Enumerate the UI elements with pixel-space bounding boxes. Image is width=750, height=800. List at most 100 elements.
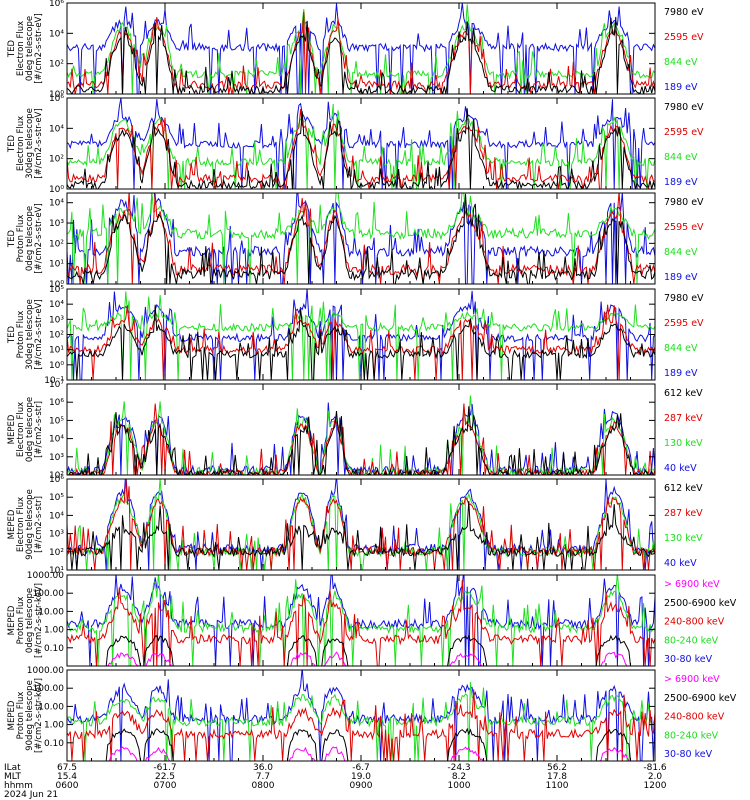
y-axis-label: [#/cm2-s-str-eV] bbox=[34, 299, 44, 369]
panel-2: 10⁰ 10² 10⁴ 10⁶ TED Electron Flux 30deg telesc… bbox=[7, 94, 704, 195]
series-group bbox=[67, 98, 655, 189]
mlt-tick-label: 22.5 bbox=[155, 772, 175, 782]
series-line-2500-6900-kev bbox=[67, 634, 655, 666]
y-tick-label: 10⁴ bbox=[49, 199, 64, 209]
ilat-tick-label: -81.6 bbox=[643, 763, 667, 773]
y-axis-label: Electron Flux bbox=[16, 402, 26, 457]
ilat-tick-label: 36.0 bbox=[253, 763, 273, 773]
y-tick-label: 10³ bbox=[49, 315, 64, 325]
legend-entry: 287 keV bbox=[664, 508, 703, 519]
legend-entry: > 6900 keV bbox=[664, 579, 720, 590]
y-tick-label: 10⁴ bbox=[49, 511, 64, 521]
mlt-tick-label: 15.4 bbox=[57, 772, 77, 782]
legend-entry: 130 keV bbox=[664, 533, 703, 544]
legend-entry: 40 keV bbox=[664, 463, 697, 474]
y-axis-label: 0deg telescope bbox=[25, 588, 35, 653]
legend-entry: 2595 eV bbox=[664, 32, 704, 43]
series-line-240-800-kev bbox=[67, 689, 655, 761]
series-line-7980-ev bbox=[67, 304, 655, 380]
y-axis-label: [#/cm2-s-str-keV] bbox=[34, 678, 44, 753]
y-tick-label: 10⁵ bbox=[49, 416, 64, 426]
y-tick-label: 10³ bbox=[49, 530, 64, 540]
y-tick-label: 10⁵ bbox=[49, 285, 64, 295]
series-group bbox=[67, 670, 655, 761]
y-axis-label: Proton Flux bbox=[16, 311, 26, 359]
y-axis-label: 90deg telescope bbox=[25, 680, 35, 751]
legend-entry: 2595 eV bbox=[664, 127, 704, 138]
series-group bbox=[67, 193, 655, 284]
series-line-844-ev bbox=[67, 4, 655, 94]
series-line-2595-ev bbox=[67, 109, 655, 189]
mlt-tick-label: 19.0 bbox=[351, 772, 371, 782]
legend-entry: 40 keV bbox=[664, 558, 697, 569]
mlt-tick-label: 17.8 bbox=[547, 772, 567, 782]
y-axis-label: Proton Flux bbox=[16, 597, 26, 645]
series-line-189-ev bbox=[67, 3, 655, 94]
y-tick-label: 10² bbox=[49, 548, 64, 558]
footer-row-label: MLT bbox=[4, 772, 22, 782]
y-tick-label: 10² bbox=[49, 155, 64, 165]
legend-entry: 844 eV bbox=[664, 152, 698, 163]
y-tick-label: 100.00 bbox=[33, 684, 65, 694]
legend-entry: 189 eV bbox=[664, 368, 698, 379]
y-axis-label: [#/cm2-s-str-keV] bbox=[34, 583, 44, 658]
y-tick-label: 10³ bbox=[49, 453, 64, 463]
ilat-tick-label: -24.3 bbox=[447, 763, 470, 773]
y-tick-label: 10⁶ bbox=[49, 398, 64, 408]
legend-entry: 287 keV bbox=[664, 413, 703, 424]
y-tick-label: 10⁰ bbox=[49, 90, 64, 100]
y-axis-label: [#/cm2-s-str-eV] bbox=[34, 13, 44, 83]
y-axis-label: TED bbox=[7, 229, 17, 248]
series-line-189-ev bbox=[67, 98, 655, 189]
y-axis-label: 30deg telescope bbox=[25, 108, 35, 179]
y-tick-label: 100.00 bbox=[33, 589, 65, 599]
hhmm-tick-label: 0900 bbox=[350, 781, 373, 791]
y-tick-label: 10¹ bbox=[49, 566, 64, 576]
panel-8: 0.10 1.00 10.00 100.00 1000.00 MEPED Proton Fl… bbox=[7, 666, 737, 762]
series-line-844-ev bbox=[67, 103, 655, 189]
legend-entry: 844 eV bbox=[664, 57, 698, 68]
y-axis-label: Electron Flux bbox=[16, 497, 26, 552]
y-axis-label: MEPED bbox=[7, 414, 17, 444]
series-group bbox=[67, 395, 655, 475]
y-axis-label: [#/cm2-s-str-eV] bbox=[34, 108, 44, 178]
footer-row-label: 2024 Jun 21 bbox=[4, 790, 58, 800]
y-tick-label: 10⁶ bbox=[49, 475, 64, 485]
y-tick-label: 10⁰ bbox=[49, 361, 64, 371]
y-axis-label: 30deg telescope bbox=[25, 299, 35, 370]
legend-entry: 189 eV bbox=[664, 82, 698, 93]
panel-5: 10² 10³ 10⁴ 10⁵ 10⁶ 10⁷ MEPED Electron Flux 0deg… bbox=[7, 380, 703, 481]
legend-entry: 7980 eV bbox=[664, 102, 704, 113]
series-line-2595-ev bbox=[67, 193, 655, 284]
y-axis-label: [#/cm2-s-str] bbox=[34, 496, 44, 553]
y-tick-label: 0.10 bbox=[44, 644, 64, 654]
y-axis-label: Electron Flux bbox=[16, 116, 26, 171]
hhmm-tick-label: 1100 bbox=[546, 781, 569, 791]
legend-entry: 612 keV bbox=[664, 388, 703, 399]
series-line--6900-kev bbox=[67, 651, 655, 666]
y-axis-label: TED bbox=[7, 325, 17, 344]
y-axis-label: TED bbox=[7, 39, 17, 58]
y-axis-label: 0deg telescope bbox=[25, 397, 35, 462]
legend-entry: 80-240 keV bbox=[664, 730, 719, 741]
series-line-189-ev bbox=[67, 289, 655, 380]
y-tick-label: 1.00 bbox=[44, 721, 64, 731]
series-line-287-kev bbox=[67, 479, 655, 570]
legend-entry: 612 keV bbox=[664, 483, 703, 494]
series-line-844-ev bbox=[67, 193, 655, 284]
y-tick-label: 10¹ bbox=[49, 260, 64, 270]
footer-row-label: ILat bbox=[4, 763, 21, 773]
panel-7: 0.10 1.00 10.00 100.00 1000.00 MEPED Proton Fl… bbox=[7, 571, 737, 667]
series-line-130-kev bbox=[67, 479, 655, 570]
mlt-tick-label: 2.0 bbox=[648, 772, 663, 782]
y-tick-label: 10⁻¹ bbox=[44, 376, 64, 386]
y-tick-label: 10² bbox=[49, 471, 64, 481]
panel-1: 10⁰ 10² 10⁴ 10⁶ TED Electron Flux 0deg telesco… bbox=[7, 0, 704, 100]
y-axis-label: Electron Flux bbox=[16, 21, 26, 76]
series-group bbox=[67, 575, 655, 666]
mlt-tick-label: 7.7 bbox=[256, 772, 270, 782]
legend-entry: 240-800 keV bbox=[664, 617, 725, 628]
legend-entry: 844 eV bbox=[664, 247, 698, 258]
legend-entry: 2595 eV bbox=[664, 318, 704, 329]
